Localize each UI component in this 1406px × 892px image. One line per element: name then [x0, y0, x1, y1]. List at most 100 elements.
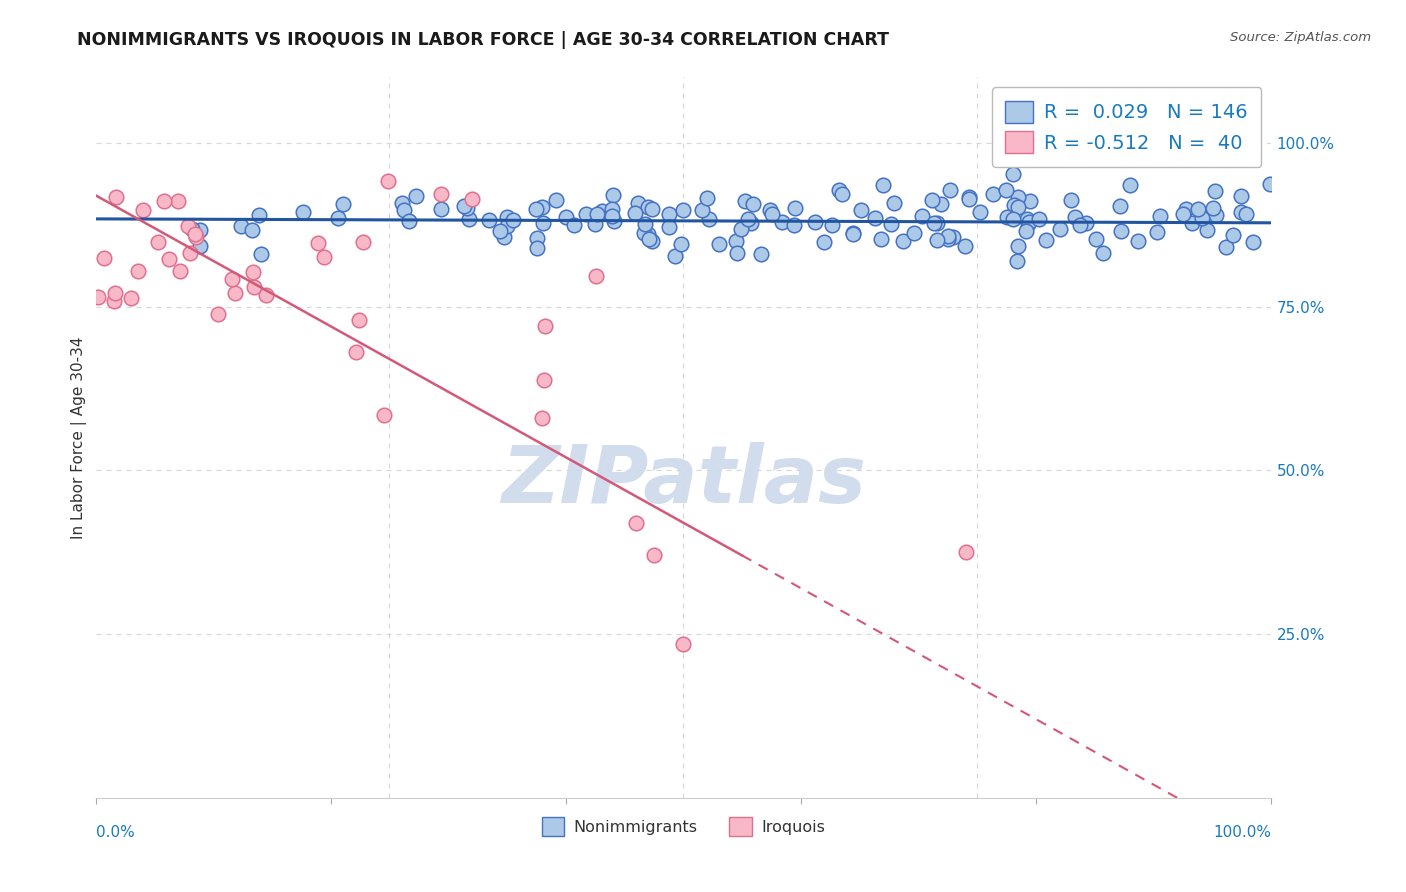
Point	[969, 204, 991, 219]
Point	[430, 202, 453, 216]
Point	[533, 319, 555, 334]
Point	[1060, 194, 1083, 208]
Point	[166, 194, 188, 208]
Text: ZIPatlas: ZIPatlas	[501, 442, 866, 520]
Point	[104, 190, 127, 204]
Point	[492, 229, 515, 244]
Point	[638, 232, 661, 246]
Point	[725, 245, 748, 260]
Point	[332, 196, 354, 211]
Point	[1035, 233, 1057, 247]
Point	[1222, 228, 1244, 243]
Point	[783, 201, 806, 215]
Point	[1064, 210, 1087, 224]
Point	[524, 202, 547, 216]
Point	[1146, 226, 1168, 240]
Point	[925, 234, 948, 248]
Point	[1109, 198, 1132, 212]
Point	[344, 345, 367, 359]
Point	[1215, 240, 1237, 254]
Point	[207, 307, 229, 321]
Point	[883, 195, 905, 210]
Point	[627, 196, 650, 211]
Point	[1241, 235, 1264, 249]
Point	[177, 219, 200, 234]
Point	[633, 218, 655, 232]
Point	[128, 264, 150, 278]
Point	[453, 199, 475, 213]
Point	[373, 408, 395, 422]
Point	[921, 193, 943, 207]
Point	[291, 204, 314, 219]
Point	[184, 229, 207, 244]
Point	[922, 216, 945, 230]
Point	[1126, 234, 1149, 248]
Point	[936, 229, 959, 244]
Point	[1007, 238, 1029, 252]
Point	[759, 202, 782, 217]
Point	[247, 208, 270, 222]
Point	[658, 207, 681, 221]
Point	[737, 211, 759, 226]
Point	[633, 227, 655, 241]
Point	[224, 285, 246, 300]
Point	[828, 183, 851, 197]
Point	[591, 204, 613, 219]
Point	[602, 188, 624, 202]
Point	[457, 212, 479, 227]
Point	[583, 217, 606, 231]
Point	[585, 268, 607, 283]
Point	[184, 227, 207, 242]
Point	[495, 211, 517, 225]
Point	[1230, 205, 1253, 219]
Point	[188, 238, 211, 252]
Point	[925, 216, 948, 230]
Point	[456, 201, 478, 215]
Text: NONIMMIGRANTS VS IROQUOIS IN LABOR FORCE | AGE 30-34 CORRELATION CHART: NONIMMIGRANTS VS IROQUOIS IN LABOR FORCE…	[77, 31, 890, 49]
Point	[242, 279, 264, 293]
Point	[641, 202, 664, 217]
Point	[880, 217, 903, 231]
Point	[478, 213, 501, 227]
Point	[555, 210, 578, 224]
Point	[533, 373, 555, 387]
Point	[312, 250, 335, 264]
Point	[782, 218, 804, 232]
Point	[600, 202, 623, 216]
Point	[179, 246, 201, 260]
Point	[188, 223, 211, 237]
Point	[1175, 202, 1198, 216]
Point	[955, 239, 977, 253]
Point	[104, 286, 127, 301]
Point	[602, 213, 624, 227]
Point	[461, 192, 484, 206]
Point	[641, 234, 664, 248]
Point	[624, 206, 647, 220]
Point	[229, 219, 252, 233]
Point	[600, 209, 623, 223]
Point	[994, 184, 1017, 198]
Point	[1181, 216, 1204, 230]
Point	[1229, 189, 1251, 203]
Point	[1195, 222, 1218, 236]
Point	[392, 202, 415, 217]
Point	[1191, 211, 1213, 225]
Point	[831, 186, 853, 201]
Point	[697, 212, 720, 227]
Point	[221, 271, 243, 285]
Point	[672, 202, 695, 217]
Point	[531, 411, 554, 425]
Point	[526, 241, 548, 255]
Point	[740, 217, 762, 231]
Point	[1171, 207, 1194, 221]
Point	[120, 291, 142, 305]
Point	[1018, 214, 1040, 228]
Point	[725, 234, 748, 248]
Point	[709, 237, 731, 252]
Point	[821, 219, 844, 233]
Point	[891, 234, 914, 248]
Point	[804, 214, 827, 228]
Point	[1092, 245, 1115, 260]
Point	[955, 545, 977, 559]
Point	[959, 190, 981, 204]
